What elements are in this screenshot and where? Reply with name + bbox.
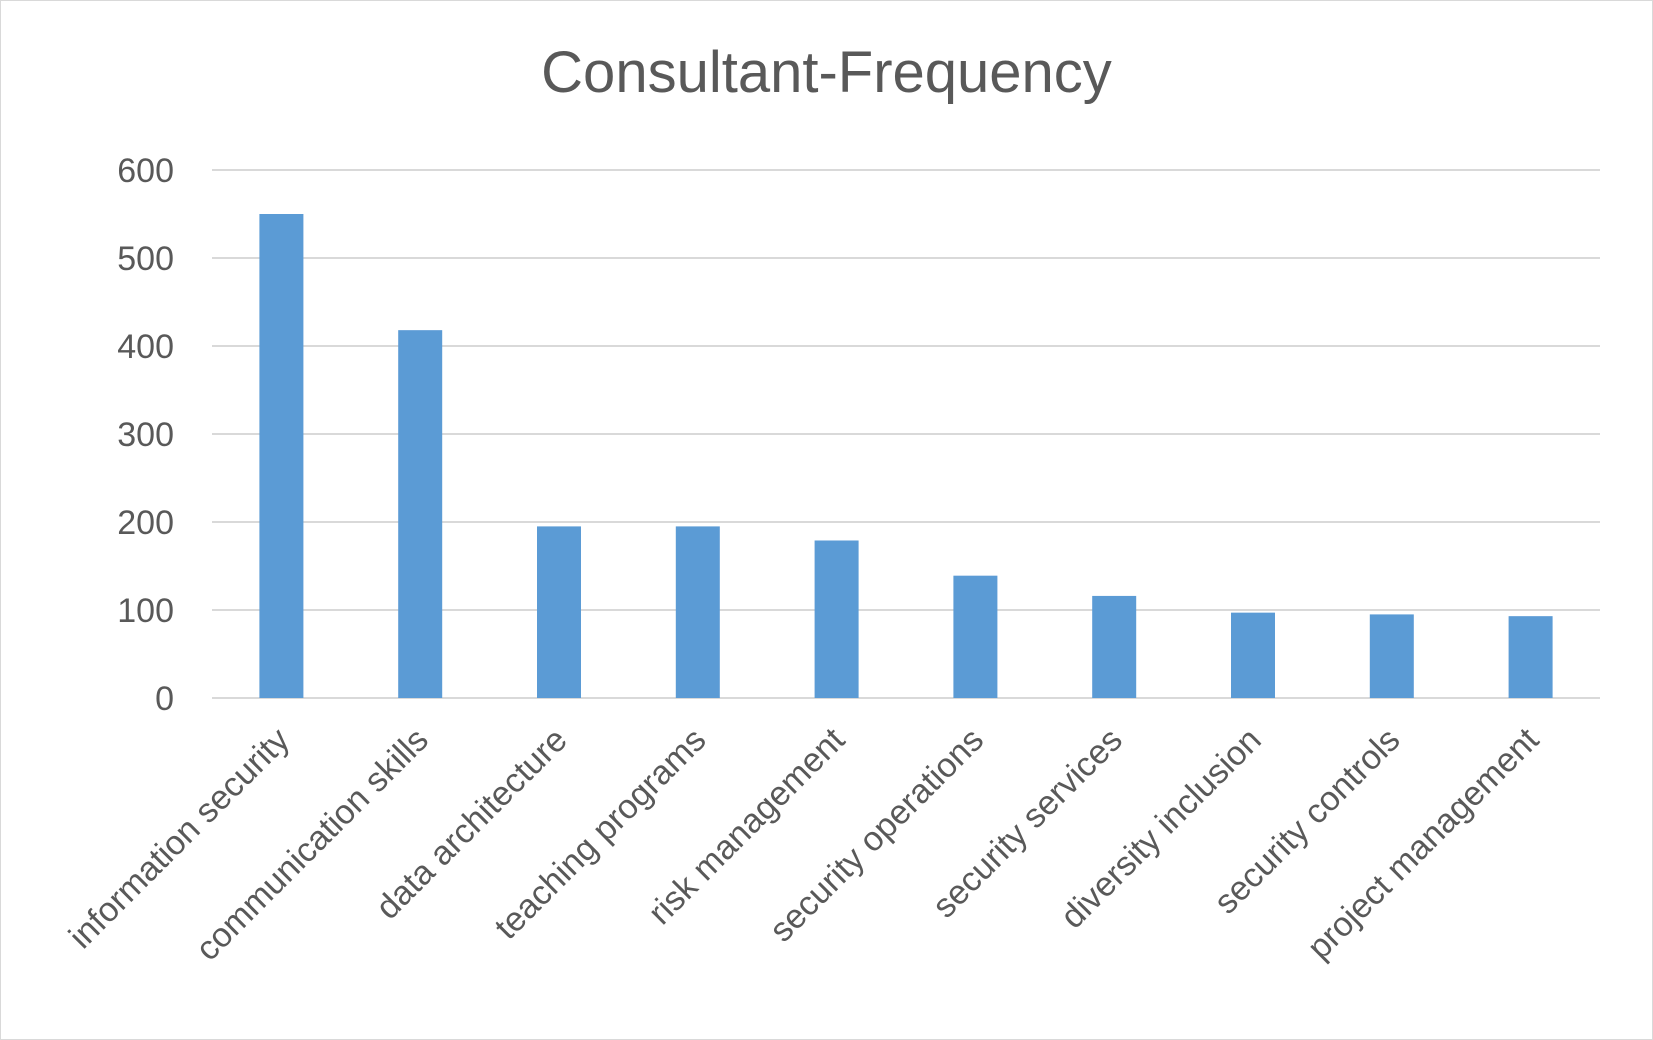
y-axis-ticks: 0 100 200 300 400 500 600 — [117, 152, 174, 718]
y-tick-label: 0 — [155, 680, 174, 718]
bar-9 — [1508, 616, 1553, 698]
bar-2 — [537, 526, 581, 698]
y-tick-label: 600 — [117, 152, 174, 190]
bar-5 — [953, 575, 998, 698]
bar-8 — [1369, 614, 1414, 698]
chart-title: Consultant-Frequency — [541, 40, 1112, 105]
bars — [259, 214, 1553, 698]
y-tick-label: 500 — [117, 240, 174, 278]
x-tick-label: project management — [1300, 720, 1546, 966]
bar-6 — [1092, 595, 1137, 698]
bar-4 — [814, 540, 859, 698]
y-tick-label: 300 — [117, 416, 174, 454]
y-tick-label: 100 — [117, 592, 174, 630]
gridlines — [212, 169, 1600, 699]
bar-3 — [675, 526, 720, 698]
bar-1 — [398, 330, 443, 698]
y-tick-label: 400 — [117, 328, 174, 366]
bar-7 — [1231, 612, 1275, 698]
x-tick-label: communication skills — [189, 721, 436, 968]
y-tick-label: 200 — [117, 504, 174, 542]
bar-0 — [259, 214, 304, 698]
